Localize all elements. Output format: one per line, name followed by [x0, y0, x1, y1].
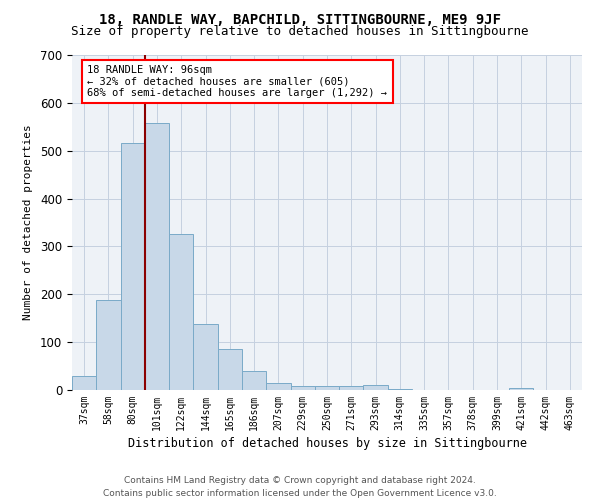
Bar	[96, 300, 121, 390]
Bar	[218, 350, 242, 390]
Bar	[339, 386, 364, 390]
Bar	[242, 371, 266, 390]
Text: 18, RANDLE WAY, BAPCHILD, SITTINGBOURNE, ME9 9JF: 18, RANDLE WAY, BAPCHILD, SITTINGBOURNE,…	[99, 12, 501, 26]
Bar	[364, 385, 388, 390]
Bar	[145, 123, 169, 390]
Bar	[121, 143, 145, 390]
Y-axis label: Number of detached properties: Number of detached properties	[23, 124, 33, 320]
Bar	[72, 376, 96, 390]
Bar	[315, 386, 339, 390]
Text: Size of property relative to detached houses in Sittingbourne: Size of property relative to detached ho…	[71, 25, 529, 38]
Bar	[388, 389, 412, 390]
Bar	[193, 324, 218, 390]
Text: 18 RANDLE WAY: 96sqm
← 32% of detached houses are smaller (605)
68% of semi-deta: 18 RANDLE WAY: 96sqm ← 32% of detached h…	[88, 65, 388, 98]
Text: Contains HM Land Registry data © Crown copyright and database right 2024.
Contai: Contains HM Land Registry data © Crown c…	[103, 476, 497, 498]
X-axis label: Distribution of detached houses by size in Sittingbourne: Distribution of detached houses by size …	[128, 437, 527, 450]
Bar	[169, 234, 193, 390]
Bar	[266, 383, 290, 390]
Bar	[290, 386, 315, 390]
Bar	[509, 388, 533, 390]
